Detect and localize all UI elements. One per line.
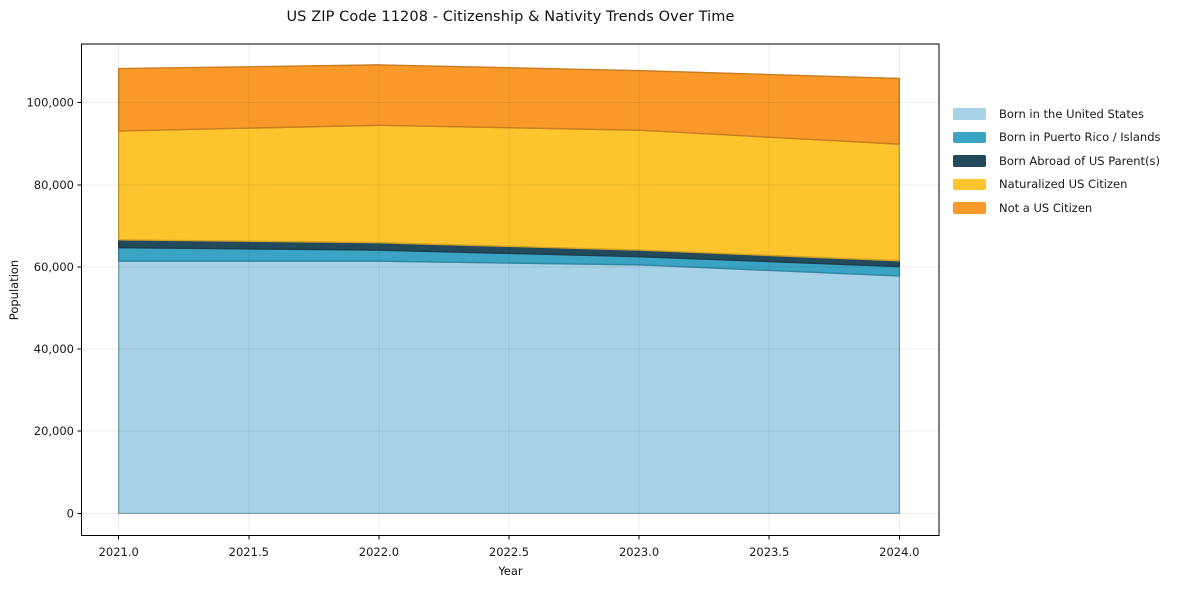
y-tick-label: 100,000 xyxy=(26,96,74,110)
legend-item-label: Born in Puerto Rico / Islands xyxy=(999,130,1161,145)
legend-item-label: Born in the United States xyxy=(999,106,1144,121)
legend-item: Not a US Citizen xyxy=(953,196,1161,220)
x-tick-label: 2024.0 xyxy=(879,545,919,559)
x-tick-label: 2023.5 xyxy=(749,545,789,559)
y-tick-label: 0 xyxy=(67,506,74,520)
legend-swatch-naturalized-us-citizen xyxy=(953,178,986,190)
x-tick-label: 2022.0 xyxy=(359,545,399,559)
legend: Born in the United States Born in Puerto … xyxy=(953,102,1161,220)
y-axis-label: Population xyxy=(7,259,21,321)
plot-frame xyxy=(81,43,940,536)
x-tick-label: 2022.5 xyxy=(489,545,529,559)
legend-item-label: Born Abroad of US Parent(s) xyxy=(999,153,1160,168)
x-tick-label: 2021.5 xyxy=(229,545,269,559)
legend-item: Born Abroad of US Parent(s) xyxy=(953,149,1161,173)
x-tick-label: 2023.0 xyxy=(619,545,659,559)
legend-item: Naturalized US Citizen xyxy=(953,173,1161,197)
x-axis-label: Year xyxy=(498,564,523,578)
legend-item-label: Not a US Citizen xyxy=(999,200,1093,215)
legend-swatch-not-a-us-citizen xyxy=(953,202,986,214)
y-tick-label: 40,000 xyxy=(34,342,74,356)
legend-item-label: Naturalized US Citizen xyxy=(999,177,1128,192)
legend-swatch-born-abroad-of-us-parent-s xyxy=(953,155,986,167)
y-tick-label: 20,000 xyxy=(34,424,74,438)
legend-swatch-born-in-puerto-rico-islands xyxy=(953,131,986,143)
legend-item: Born in Puerto Rico / Islands xyxy=(953,126,1161,150)
legend-swatch-born-in-the-united-states xyxy=(953,108,986,120)
y-tick-label: 80,000 xyxy=(34,178,74,192)
legend-item: Born in the United States xyxy=(953,102,1161,126)
chart-title: US ZIP Code 11208 - Citizenship & Nativi… xyxy=(286,9,735,25)
y-tick-label: 60,000 xyxy=(34,260,74,274)
x-tick-label: 2021.0 xyxy=(99,545,139,559)
area-not-a-us-citizen xyxy=(117,64,900,145)
